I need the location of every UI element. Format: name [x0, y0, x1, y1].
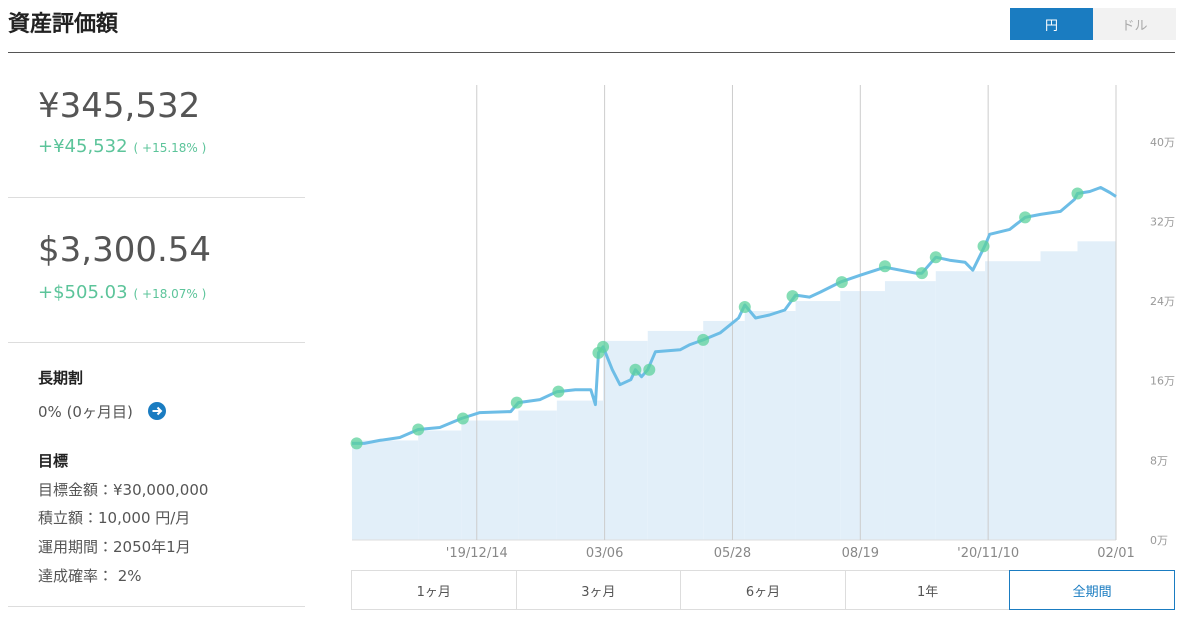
divider [8, 342, 305, 343]
y-tick-label: 32万 [1150, 215, 1175, 228]
purchase-dot [1071, 187, 1084, 200]
invested-area [985, 261, 1041, 540]
invested-area [840, 291, 885, 540]
header-rule [8, 52, 1175, 53]
purchase-dot [786, 290, 799, 303]
long-term-heading: 長期割 [38, 369, 84, 387]
y-tick-label: 16万 [1150, 375, 1175, 388]
period-button[interactable]: 6ヶ月 [680, 570, 846, 610]
invested-area [935, 271, 986, 540]
usd-change: +$505.03 ( +18.07% ) [38, 282, 206, 303]
period-button[interactable]: 1ヶ月 [351, 570, 517, 610]
jpy-value: ¥345,532 [38, 86, 201, 126]
x-tick-label: 03/06 [586, 546, 623, 561]
period-button[interactable]: 全期間 [1009, 570, 1175, 610]
purchase-dot [1019, 211, 1032, 224]
period-buttons: 1ヶ月 3ヶ月 6ヶ月 1年 全期間 [351, 570, 1175, 610]
goal-line: 運用期間：2050年1月 [38, 538, 191, 556]
x-tick-label: 08/19 [842, 546, 879, 561]
divider [8, 606, 305, 607]
y-tick-label: 0万 [1150, 534, 1168, 547]
period-button[interactable]: 3ヶ月 [515, 570, 682, 610]
invested-area [703, 320, 745, 540]
usd-value: $3,300.54 [38, 230, 212, 270]
goal-heading: 目標 [38, 452, 69, 470]
jpy-change-pct: ( +15.18% ) [133, 141, 207, 155]
invested-area [556, 400, 604, 540]
long-term-text: 0% (0ヶ月目) [38, 403, 133, 421]
purchase-dot [412, 423, 425, 436]
y-tick-label: 40万 [1150, 136, 1175, 149]
invested-area [418, 430, 462, 540]
period-button[interactable]: 1年 [844, 570, 1011, 610]
jpy-change-amount: +¥45,532 [38, 136, 128, 157]
purchase-dot [915, 267, 928, 280]
y-tick-label: 8万 [1150, 454, 1168, 467]
purchase-dot [697, 333, 710, 346]
purchase-dot [552, 385, 565, 398]
purchase-dot [597, 340, 610, 353]
invested-area [1077, 241, 1116, 540]
invested-area [1040, 251, 1078, 540]
y-tick-label: 24万 [1150, 295, 1175, 308]
invested-area [518, 410, 557, 540]
currency-button[interactable]: ドル [1093, 8, 1176, 40]
purchase-dot [456, 412, 469, 425]
x-tick-label: '20/11/10 [957, 546, 1019, 561]
x-tick-label: 02/01 [1097, 546, 1134, 561]
purchase-dot [510, 396, 523, 409]
purchase-dot [835, 276, 848, 289]
arrow-button[interactable] [148, 402, 166, 420]
invested-area [352, 440, 419, 540]
currency-button[interactable]: 円 [1010, 8, 1093, 40]
chart: '19/12/14 03/06 05/28 08/19 '20/11/10 02/01 0万… [350, 85, 1175, 561]
purchase-dot [977, 240, 990, 253]
purchase-dot [929, 251, 942, 264]
usd-change-amount: +$505.03 [38, 282, 128, 303]
goal-line: 達成確率： 2% [38, 567, 142, 585]
x-tick-label: '19/12/14 [446, 546, 508, 561]
invested-area [461, 420, 519, 540]
goal-line: 積立額：10,000 円/月 [38, 509, 191, 527]
x-tick-label: 05/28 [714, 546, 751, 561]
purchase-dot [350, 437, 363, 450]
goal-line: 目標金額：¥30,000,000 [38, 481, 209, 499]
purchase-dot [878, 260, 891, 273]
purchase-dot [629, 363, 642, 376]
invested-area [795, 301, 841, 540]
invested-area [884, 281, 936, 540]
invested-area [744, 311, 796, 540]
purchase-dot [738, 301, 751, 314]
purchase-dot [643, 363, 656, 376]
jpy-change: +¥45,532 ( +15.18% ) [38, 136, 206, 157]
invested-area [647, 330, 704, 540]
page-title: 資産評価額 [8, 12, 119, 37]
usd-change-pct: ( +18.07% ) [133, 287, 207, 301]
divider [8, 197, 305, 198]
